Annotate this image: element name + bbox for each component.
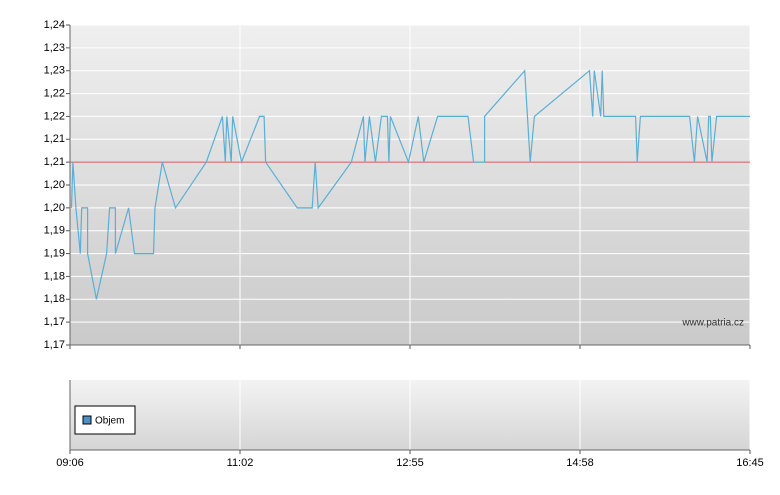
y-tick-label: 1,20 — [44, 202, 65, 214]
y-tick-label: 1,22 — [44, 110, 65, 122]
y-tick-label: 1,20 — [44, 179, 65, 191]
x-tick-label: 14:58 — [566, 457, 594, 469]
legend-swatch — [82, 415, 92, 425]
y-tick-label: 1,19 — [44, 247, 65, 259]
price-line — [70, 69, 750, 300]
y-tick-label: 1,18 — [44, 293, 65, 305]
y-tick-label: 1,23 — [44, 42, 65, 54]
x-tick-label: 09:06 — [56, 457, 84, 469]
y-tick-label: 1,24 — [44, 19, 65, 31]
y-tick-label: 1,21 — [44, 156, 65, 168]
y-tick-label: 1,21 — [44, 133, 65, 145]
y-tick-label: 1,22 — [44, 87, 65, 99]
y-tick-label: 1,17 — [44, 339, 65, 351]
x-tick-label: 11:02 — [227, 457, 254, 469]
x-tick-label: 16:45 — [736, 457, 764, 469]
y-tick-label: 1,17 — [44, 316, 65, 328]
y-tick-label: 1,18 — [44, 270, 65, 282]
watermark: www.patria.cz — [681, 318, 744, 329]
y-tick-label: 1,19 — [44, 225, 65, 237]
y-tick-label: 1,23 — [44, 65, 65, 77]
x-tick-label: 12:55 — [396, 457, 424, 469]
legend-label: Objem — [95, 416, 124, 427]
